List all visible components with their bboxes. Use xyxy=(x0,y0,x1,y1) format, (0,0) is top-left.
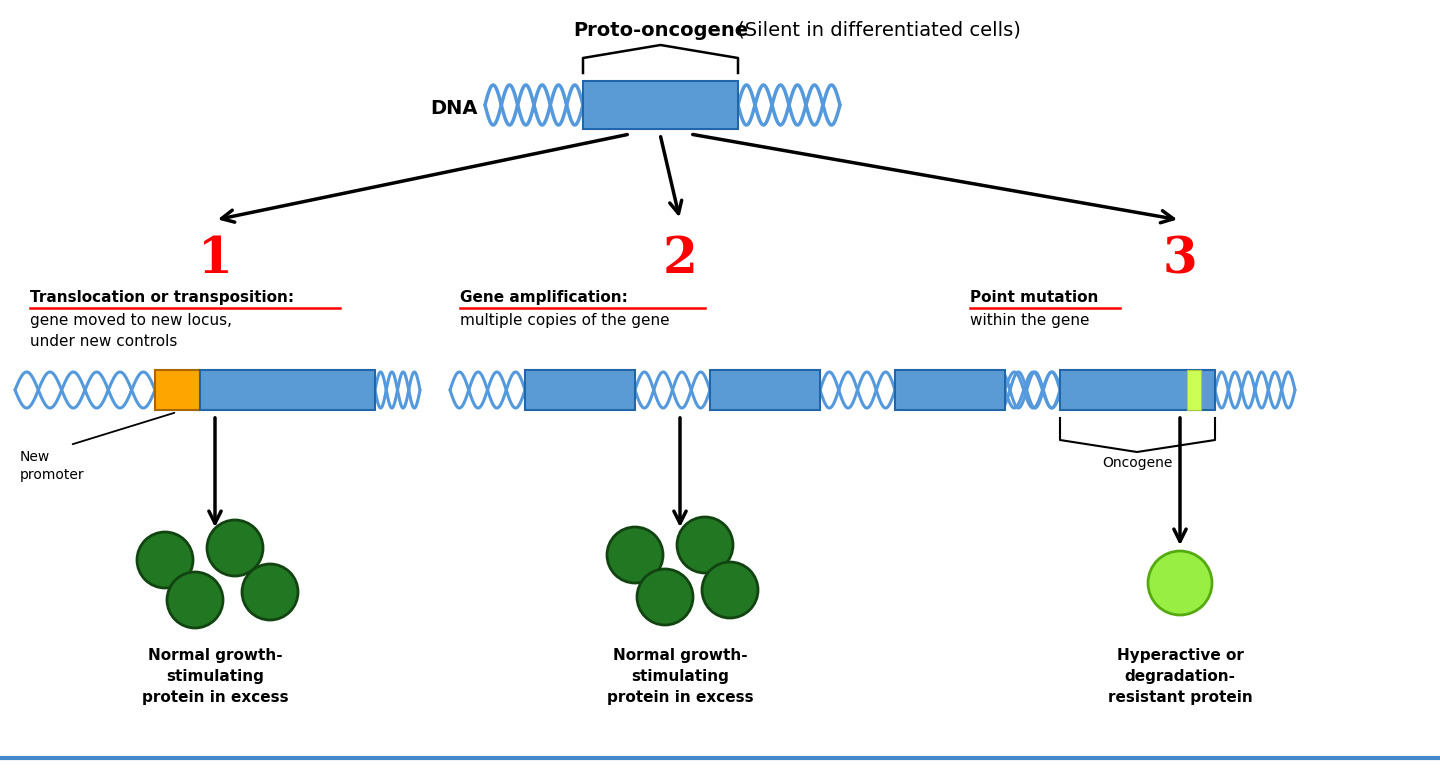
Circle shape xyxy=(137,532,193,588)
Text: Oncogene: Oncogene xyxy=(1102,456,1172,470)
Bar xyxy=(710,370,819,410)
Bar xyxy=(526,370,635,410)
Text: Normal growth-
stimulating
protein in excess: Normal growth- stimulating protein in ex… xyxy=(606,648,753,705)
Text: 1: 1 xyxy=(197,235,232,284)
Text: DNA: DNA xyxy=(431,100,478,118)
Text: multiple copies of the gene: multiple copies of the gene xyxy=(459,313,670,328)
Circle shape xyxy=(167,572,223,628)
Text: Translocation or transposition:: Translocation or transposition: xyxy=(30,290,294,305)
Circle shape xyxy=(1148,551,1212,615)
Circle shape xyxy=(608,527,662,583)
Bar xyxy=(896,370,1005,410)
Bar xyxy=(156,370,200,410)
Text: within the gene: within the gene xyxy=(971,313,1090,328)
Bar xyxy=(1060,370,1215,410)
Text: Hyperactive or
degradation-
resistant protein: Hyperactive or degradation- resistant pr… xyxy=(1107,648,1253,705)
Text: New
promoter: New promoter xyxy=(20,450,85,482)
Circle shape xyxy=(636,569,693,625)
Bar xyxy=(200,370,374,410)
Text: Gene amplification:: Gene amplification: xyxy=(459,290,628,305)
Circle shape xyxy=(207,520,264,576)
Text: Point mutation: Point mutation xyxy=(971,290,1099,305)
Circle shape xyxy=(703,562,757,618)
Text: Normal growth-
stimulating
protein in excess: Normal growth- stimulating protein in ex… xyxy=(141,648,288,705)
Circle shape xyxy=(677,517,733,573)
Bar xyxy=(583,81,739,129)
Text: 2: 2 xyxy=(662,235,697,284)
Text: gene moved to new locus,
under new controls: gene moved to new locus, under new contr… xyxy=(30,313,232,349)
Text: 3: 3 xyxy=(1162,235,1198,284)
Text: Proto-oncogene: Proto-oncogene xyxy=(573,21,747,40)
Bar xyxy=(1187,370,1201,410)
Text: (Silent in differentiated cells): (Silent in differentiated cells) xyxy=(730,21,1021,40)
Circle shape xyxy=(242,564,298,620)
